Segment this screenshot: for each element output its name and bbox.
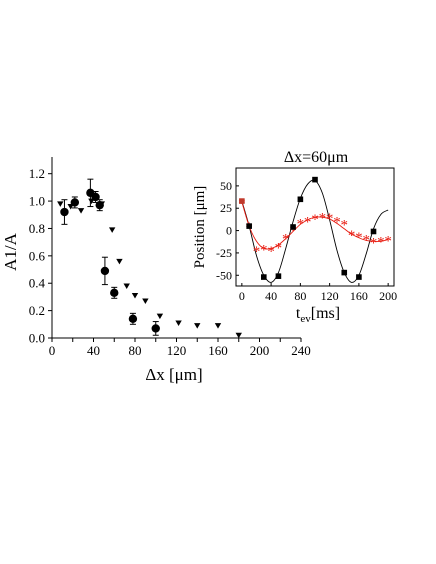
square-marker [290,224,296,230]
main-x-axis-label: Δx [μm] [145,365,202,384]
square-marker [312,176,318,183]
triangle-marker [77,208,85,214]
triangle-marker [142,298,149,305]
star-marker: * [362,233,370,249]
inset-x-label-sub: ev [300,313,311,325]
main-y-tick-label: 1.2 [29,166,45,181]
circle-marker [100,266,110,276]
square-marker [246,223,252,229]
star-marker: * [253,244,261,260]
square-marker [356,274,362,280]
square-marker [275,273,282,279]
star-marker: * [341,217,349,233]
circle-marker [151,324,160,333]
star-marker: * [260,242,268,258]
circle-marker [70,198,80,207]
triangle-marker [131,293,139,299]
star-marker: * [297,217,305,233]
square-marker [239,198,245,204]
main-data-marks [57,178,242,339]
star-marker: * [355,230,363,246]
square-marker [341,269,348,276]
star-marker: * [370,235,378,251]
inset-x-tick-label: 200 [379,289,397,303]
main-y-tick-label: 0.4 [29,276,46,291]
star-marker: * [326,211,334,227]
triangle-marker [175,320,182,326]
triangle-marker [156,313,164,320]
circle-marker [91,192,100,202]
star-marker: * [348,228,356,244]
triangle-marker [214,323,222,329]
main-x-ticks: 0 40 80 120 160 200 240 [49,338,311,358]
red-fit-curve [241,201,389,250]
inset-x-tick-label: 0 [239,289,245,303]
star-marker: * [282,232,290,248]
main-y-tick-label: 0.0 [29,331,45,346]
triangle-marker [194,323,201,329]
triangle-marker [108,227,116,233]
triangle-marker [235,332,242,339]
inset-data-marks: ********************* [238,176,392,283]
square-marker [297,196,304,203]
main-y-tick-label: 0.2 [29,303,45,318]
triangle-marker [116,258,123,265]
main-x-tick-label: 160 [208,343,228,358]
main-y-axis-label: A1/A [1,232,20,271]
star-marker: * [384,234,392,250]
star-marker: * [275,241,283,257]
black-fit-curve [241,179,389,283]
inset-y-tick-label: 0 [226,224,232,238]
star-marker: * [377,234,385,250]
inset-frame [235,167,395,287]
main-y-tick-label: 1.0 [29,194,45,209]
main-x-tick-label: 120 [167,343,187,358]
main-x-tick-label: 0 [49,343,56,358]
star-marker: * [267,244,275,260]
star-marker: * [333,215,341,231]
star-marker: * [319,210,327,226]
triangle-marker [123,283,130,289]
inset-x-label-rest: [ms] [311,305,340,322]
square-marker [370,228,377,235]
triangle-marker [57,201,64,207]
main-plot: 0 40 80 120 160 200 240 0.00.20.40.60.81.01.2 … [1,157,311,384]
circle-marker [128,314,138,324]
inset-y-ticks: -50 -25 0 25 50 [216,179,239,282]
inset-y-tick-label: -50 [216,268,232,282]
inset-x-tick-label: 40 [265,289,277,303]
inset-y-axis-label: Position [μm] [192,186,208,269]
main-x-tick-label: 240 [291,343,311,358]
inset-y-tick-label: 50 [220,179,232,193]
inset-x-tick-label: 160 [350,289,368,303]
star-marker: * [289,223,297,239]
inset-x-ticks: 0 40 80 120 160 200 [239,283,397,303]
star-marker: * [304,215,312,231]
inset-x-axis-label: tev[ms] [296,305,340,325]
circle-marker [95,200,104,210]
inset-y-tick-label: -25 [216,246,232,260]
main-y-tick-label: 0.8 [29,221,45,236]
main-x-tick-label: 40 [87,343,100,358]
inset-x-tick-label: 120 [321,289,339,303]
main-x-tick-label: 80 [129,343,142,358]
main-y-ticks: 0.0 0.2 0.4 0.6 0.8 1.0 1.2 [29,166,52,346]
square-marker [260,274,267,280]
star-marker: * [311,212,319,228]
main-y-tick-label: 0.6 [29,248,46,263]
circle-marker [110,288,119,298]
inset-title: Δx=60μm [284,149,349,166]
star-marker: * [238,196,246,212]
inset-x-tick-label: 80 [294,289,306,303]
main-x-tick-label: 200 [250,343,270,358]
inset-x-label-base: t [296,305,301,322]
circle-marker [60,207,69,217]
inset-y-tick-label: 25 [220,201,232,215]
